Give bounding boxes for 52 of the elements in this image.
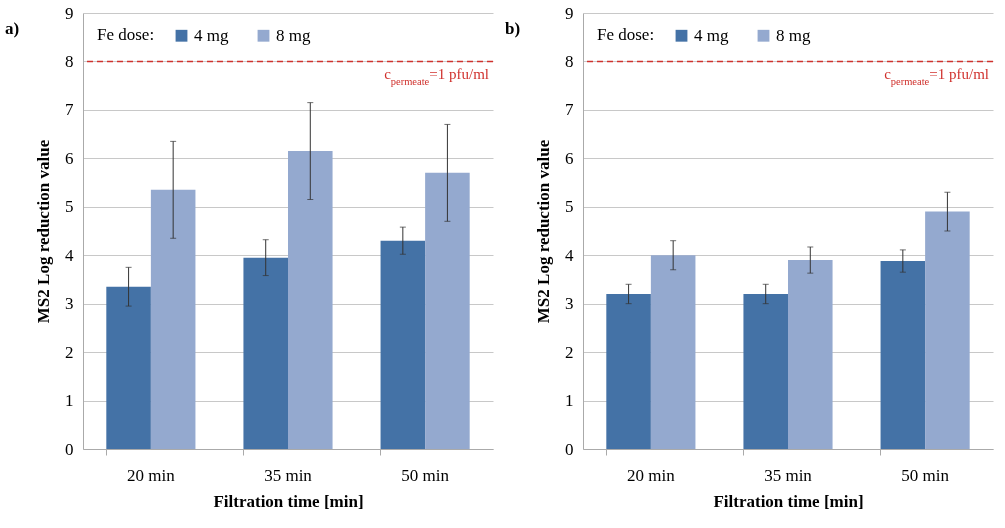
- bar: [743, 293, 788, 449]
- bar: [925, 211, 970, 449]
- y-tick-label: 4: [65, 245, 74, 265]
- y-axis-title: MS2 Log reduction value: [34, 139, 53, 324]
- x-tick-label: 50 min: [901, 465, 950, 485]
- y-tick-label: 3: [565, 294, 574, 314]
- bar: [243, 257, 288, 449]
- chart-title: a): [5, 19, 20, 38]
- bar: [788, 260, 833, 449]
- x-tick-label: 20 min: [627, 465, 676, 485]
- x-axis-title: Filtration time [min]: [713, 491, 864, 511]
- y-tick-label: 0: [565, 439, 574, 459]
- legend-label: 4 mg: [194, 25, 229, 45]
- y-tick-label: 3: [65, 294, 74, 314]
- y-tick-label: 2: [65, 342, 74, 362]
- annotation: c$_{permeate}$=1 pfu/ml: [384, 66, 489, 87]
- x-tick-label: 35 min: [264, 465, 313, 485]
- y-tick-label: 1: [65, 391, 74, 411]
- x-tick-label: 35 min: [764, 465, 813, 485]
- legend-label: 4 mg: [694, 25, 729, 45]
- y-tick-label: 5: [565, 197, 574, 217]
- y-tick-label: 8: [565, 51, 574, 71]
- bar: [380, 240, 426, 449]
- y-tick-label: 7: [65, 100, 74, 120]
- legend-title: Fe dose:: [97, 25, 155, 44]
- y-tick-label: 8: [65, 51, 74, 71]
- y-tick-label: 7: [565, 100, 574, 120]
- legend-label: 8 mg: [776, 25, 811, 45]
- y-tick-label: 0: [65, 439, 74, 459]
- annotation: c$_{permeate}$=1 pfu/ml: [884, 66, 989, 87]
- bar: [150, 189, 196, 449]
- bar: [880, 261, 926, 449]
- y-tick-label: 9: [65, 3, 74, 23]
- y-tick-label: 4: [565, 245, 574, 265]
- legend-title: Fe dose:: [597, 25, 655, 44]
- x-tick-label: 50 min: [401, 465, 450, 485]
- bar: [425, 172, 470, 449]
- bar: [650, 255, 696, 449]
- chart-title: b): [505, 19, 521, 38]
- y-tick-label: 2: [565, 342, 574, 362]
- bar: [106, 286, 151, 449]
- y-axis-title: MS2 Log reduction value: [534, 139, 553, 324]
- x-tick-label: 20 min: [127, 465, 176, 485]
- y-tick-label: 9: [565, 3, 574, 23]
- bar: [288, 151, 333, 449]
- x-axis-title: Filtration time [min]: [213, 491, 364, 511]
- bar: [606, 293, 651, 449]
- y-tick-label: 5: [65, 197, 74, 217]
- y-tick-label: 1: [565, 391, 574, 411]
- legend-label: 8 mg: [276, 25, 311, 45]
- y-tick-label: 6: [565, 148, 574, 168]
- y-tick-label: 6: [65, 148, 74, 168]
